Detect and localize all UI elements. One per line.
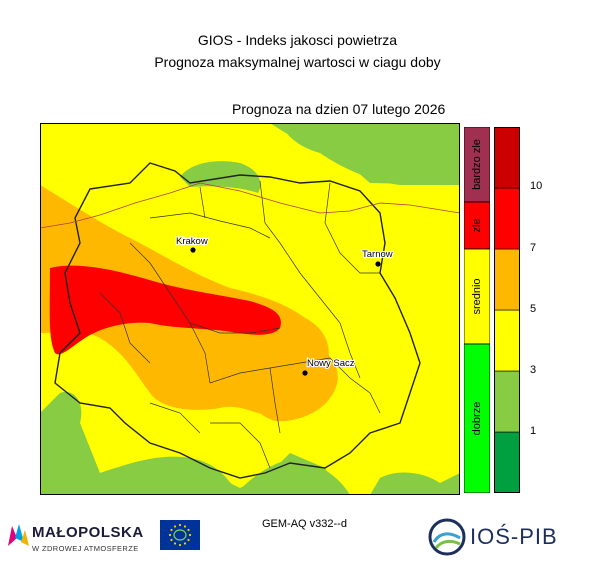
category-label: bardzo zle (471, 139, 483, 190)
city-tarnow: Tarnow (361, 248, 394, 267)
category-legend: bardzo zle zle srednio dobrze (464, 127, 490, 493)
voivodeship-border (54, 162, 421, 479)
scale-tick: 1 (530, 425, 537, 437)
zone-green-se (235, 458, 350, 495)
scale-band (494, 187, 520, 250)
category-swatch (464, 127, 490, 203)
zone-green-n (180, 161, 261, 193)
eu-life-logo-icon (160, 520, 200, 550)
zone-green-sw (40, 392, 82, 428)
city-dot (375, 261, 381, 267)
malopolska-logo-icon (8, 524, 29, 546)
zone-orange-sacz (248, 353, 338, 422)
scale-tick: 3 (530, 364, 537, 376)
ios-pib-name: IOŚ-PIB (470, 524, 558, 549)
neighbour-border (40, 182, 460, 229)
malopolska-name: MAŁOPOLSKA (32, 524, 144, 541)
scale-band (494, 127, 520, 189)
title-line-2: Prognoza maksymalnej wartosci w ciagu do… (154, 54, 441, 70)
city-label: Nowy Sacz (307, 358, 355, 369)
category-bardzo-zle: bardzo zle (464, 127, 490, 203)
zone-red (49, 265, 281, 355)
city-label: Krakow (176, 236, 208, 247)
malopolska-tagline: W ZDROWEJ ATMOSFERZE (32, 544, 139, 553)
scale-frame (494, 127, 520, 493)
city-krakow: Krakow (175, 235, 209, 253)
category-label: dobrze (471, 402, 483, 436)
scale-band (494, 431, 520, 493)
scale-tick: 5 (530, 303, 537, 315)
city-nowy-sacz: Nowy Sacz (302, 357, 356, 376)
category-zle: zle (464, 201, 490, 250)
scale-band (494, 370, 520, 433)
model-version: GEM-AQ v332--d (262, 518, 347, 530)
zone-green-ne (270, 123, 460, 185)
forecast-map: Krakow Tarnow Nowy Sacz (40, 123, 460, 495)
category-label: zle (471, 218, 483, 232)
category-swatch (464, 201, 490, 250)
category-swatch (464, 343, 490, 493)
forecast-date: Prognoza na dzien 07 lutego 2026 (232, 101, 446, 117)
scale-band (494, 248, 520, 311)
city-dot (302, 370, 308, 376)
ios-pib-logo-icon (428, 518, 466, 556)
scale-tick: 10 (530, 180, 543, 192)
category-srednio: srednio (464, 248, 490, 345)
scale-tick: 7 (530, 242, 537, 254)
zone-green-e (370, 472, 460, 495)
city-label: Tarnow (362, 249, 393, 260)
map-frame (40, 123, 460, 495)
category-dobrze: dobrze (464, 343, 490, 493)
color-scale (494, 127, 520, 493)
city-dot (190, 247, 196, 253)
category-label: srednio (471, 278, 483, 314)
zone-yellow-top (40, 123, 215, 189)
scale-band (494, 309, 520, 372)
title-line-1: GIOS - Indeks jakosci powietrza (197, 32, 398, 48)
